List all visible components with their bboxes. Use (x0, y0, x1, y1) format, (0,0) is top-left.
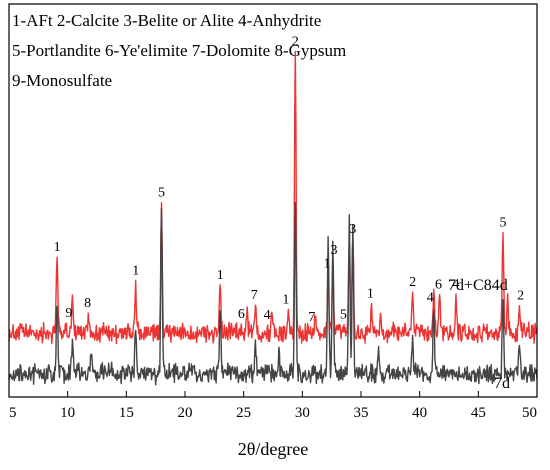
peak-label: 1 (323, 256, 330, 271)
peak-label: 4 (427, 291, 434, 306)
phase-legend: 1-AFt 2-Calcite 3-Belite or Alite 4-Anhy… (12, 11, 346, 90)
peak-label: 9 (65, 306, 72, 321)
x-tick-label: 40 (412, 405, 427, 421)
peak-label: 2 (409, 275, 416, 290)
peak-label: 7 (251, 288, 258, 303)
x-tick-label: 25 (236, 405, 251, 421)
peak-label: 2 (517, 289, 524, 304)
x-tick-label: 20 (178, 405, 193, 421)
x-tick-label: 15 (119, 405, 134, 421)
peak-label: 6 (238, 307, 245, 322)
peak-label: 1 (282, 292, 289, 307)
series-line (8, 201, 538, 386)
legend-line-3: 9-Monosulfate (12, 71, 112, 90)
peak-label: 5 (158, 186, 165, 201)
peak-label: 7 (308, 310, 315, 325)
peak-label: 4 (264, 308, 271, 323)
plot-frame (8, 3, 538, 398)
x-tick-label: 50 (522, 405, 537, 421)
peak-label: 1 (54, 240, 61, 255)
series-line (8, 50, 538, 345)
legend-line-1: 1-AFt 2-Calcite 3-Belite or Alite 4-Anhy… (12, 11, 321, 30)
peak-label: 5 (499, 216, 506, 231)
peak-label: 6 (435, 278, 442, 293)
x-axis-title: 2θ/degree (238, 439, 309, 459)
x-axis: 5 10 15 20 25 30 35 40 45 50 (8, 391, 538, 421)
x-tick-label: 10 (60, 405, 75, 421)
x-tick-label: 30 (295, 405, 310, 421)
peak-label: 1 (132, 263, 139, 278)
peak-label: 2 (292, 35, 299, 50)
series-label-7d-c84d: 7d+C84d (448, 277, 508, 294)
series-label-7d: 7d (494, 375, 510, 392)
x-tick-label: 5 (9, 405, 17, 421)
peak-label: 1 (217, 268, 224, 283)
x-tick-label: 35 (354, 405, 369, 421)
series-layer (8, 50, 538, 386)
x-tick-label: 45 (471, 405, 486, 421)
legend-line-2: 5-Portlandite 6-Ye'elimite 7-Dolomite 8-… (12, 41, 346, 60)
peak-label: 5 (340, 308, 347, 323)
peak-label: 4 (453, 277, 460, 292)
peak-label: 3 (331, 243, 338, 258)
peak-label: 3 (349, 222, 356, 237)
peak-label: 1 (367, 287, 374, 302)
peak-label: 8 (84, 296, 91, 311)
